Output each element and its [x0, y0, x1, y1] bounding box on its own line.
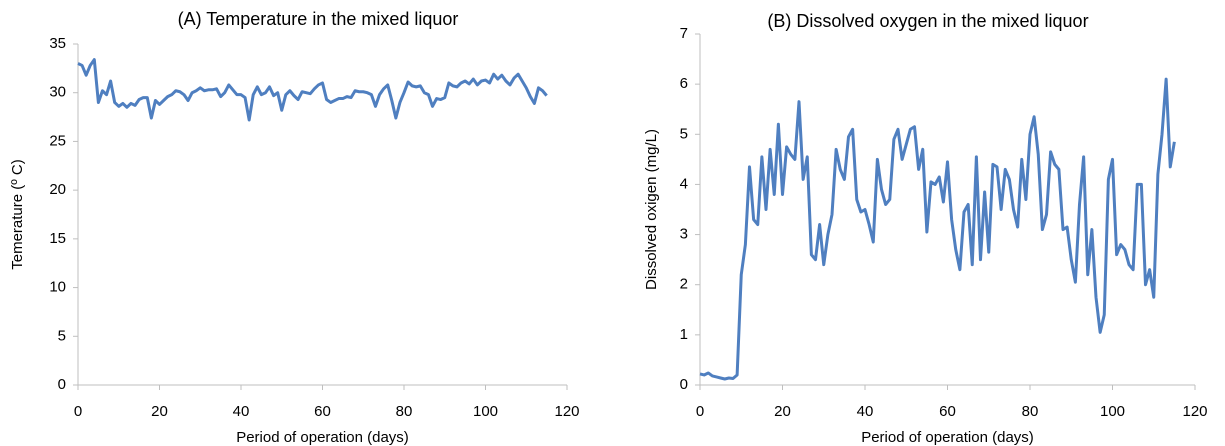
x-tick-label: 20: [151, 403, 168, 420]
x-tick-label: 0: [696, 403, 704, 420]
x-tick-label: 100: [473, 403, 498, 420]
y-tick-label: 30: [49, 84, 66, 101]
y-tick-label: 0: [58, 376, 66, 393]
x-tick-label: 40: [233, 403, 250, 420]
y-axis-label: Dissolved oxigen (mg/L): [643, 129, 660, 290]
y-tick-label: 5: [680, 125, 688, 142]
x-tick-label: 0: [74, 403, 82, 420]
y-tick-label: 15: [49, 230, 66, 247]
x-tick-label: 80: [396, 403, 413, 420]
x-tick-label: 120: [1182, 403, 1207, 420]
y-tick-label: 2: [680, 276, 688, 293]
x-tick-label: 80: [1022, 403, 1039, 420]
x-tick-label: 60: [314, 403, 331, 420]
x-tick-label: 40: [857, 403, 874, 420]
x-tick-label: 20: [774, 403, 791, 420]
chart-title: (B) Dissolved oxygen in the mixed liquor: [767, 11, 1088, 31]
y-tick-label: 5: [58, 327, 66, 344]
y-tick-label: 6: [680, 75, 688, 92]
x-tick-label: 120: [554, 403, 579, 420]
x-tick-label: 100: [1100, 403, 1125, 420]
y-tick-label: 0: [680, 376, 688, 393]
y-tick-label: 7: [680, 25, 688, 42]
y-tick-label: 35: [49, 35, 66, 52]
x-axis-label: Period of operation (days): [861, 429, 1034, 446]
y-tick-label: 3: [680, 226, 688, 243]
y-tick-label: 25: [49, 132, 66, 149]
y-tick-label: 10: [49, 279, 66, 296]
chart-title: (A) Temperature in the mixed liquor: [178, 9, 459, 29]
x-tick-label: 60: [939, 403, 956, 420]
y-tick-label: 1: [680, 326, 688, 343]
data-line: [699, 77, 1176, 381]
data-line: [77, 58, 548, 122]
y-tick-label: 20: [49, 181, 66, 198]
x-axis-label: Period of operation (days): [236, 429, 409, 446]
y-tick-label: 4: [680, 175, 688, 192]
y-axis-label: Temerature (º C): [9, 159, 26, 270]
